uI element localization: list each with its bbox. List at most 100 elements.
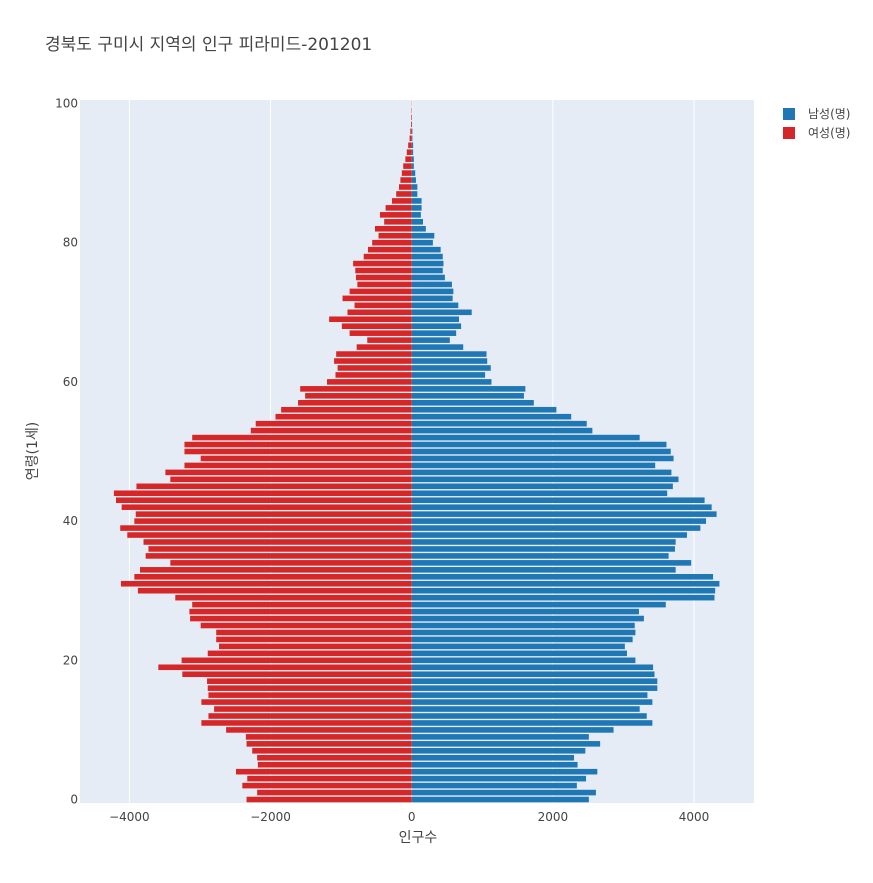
bar-male-age-69[interactable] <box>411 316 459 323</box>
bar-male-age-58[interactable] <box>411 393 524 399</box>
bar-male-age-49[interactable] <box>411 455 674 462</box>
bar-male-age-74[interactable] <box>411 281 452 288</box>
bar-male-age-16[interactable] <box>411 685 658 691</box>
bar-male-age-92[interactable] <box>411 156 414 162</box>
bar-male-age-77[interactable] <box>411 260 444 267</box>
bar-male-age-84[interactable] <box>411 212 421 218</box>
bar-male-age-70[interactable] <box>411 309 472 316</box>
bar-male-age-5[interactable] <box>411 761 578 768</box>
bar-male-age-35[interactable] <box>411 553 669 559</box>
bar-female-age-12[interactable] <box>208 713 412 719</box>
bar-female-age-68[interactable] <box>341 323 412 329</box>
bar-female-age-57[interactable] <box>298 399 412 406</box>
bar-female-age-43[interactable] <box>115 497 412 504</box>
bar-female-age-56[interactable] <box>281 406 412 413</box>
bar-female-age-77[interactable] <box>353 260 412 267</box>
bar-male-age-27[interactable] <box>411 608 639 615</box>
bar-male-age-52[interactable] <box>411 434 640 441</box>
bar-female-age-83[interactable] <box>384 219 412 225</box>
bar-female-age-48[interactable] <box>184 462 412 469</box>
bar-male-age-73[interactable] <box>411 288 454 295</box>
bar-male-age-17[interactable] <box>411 678 658 684</box>
bar-female-age-51[interactable] <box>184 441 412 448</box>
bar-female-age-38[interactable] <box>127 532 412 538</box>
bar-male-age-96[interactable] <box>411 128 413 135</box>
bar-female-age-1[interactable] <box>257 789 412 796</box>
bar-male-age-6[interactable] <box>411 754 575 761</box>
bar-female-age-28[interactable] <box>192 601 412 608</box>
bar-male-age-60[interactable] <box>411 379 492 385</box>
bar-male-age-79[interactable] <box>411 246 441 253</box>
bar-male-age-18[interactable] <box>411 671 655 678</box>
bar-female-age-2[interactable] <box>242 782 412 789</box>
bar-female-age-46[interactable] <box>170 476 412 483</box>
bar-male-age-38[interactable] <box>411 532 687 538</box>
bar-male-age-91[interactable] <box>411 163 414 169</box>
bar-male-age-13[interactable] <box>411 706 640 712</box>
bar-female-age-42[interactable] <box>121 504 412 510</box>
bar-male-age-94[interactable] <box>411 142 414 149</box>
bar-female-age-74[interactable] <box>357 281 412 288</box>
bar-female-age-75[interactable] <box>355 274 412 281</box>
bar-female-age-79[interactable] <box>367 246 412 253</box>
bar-female-age-60[interactable] <box>327 379 412 385</box>
bar-female-age-98[interactable] <box>411 114 412 121</box>
bar-female-age-3[interactable] <box>247 775 412 782</box>
bar-female-age-39[interactable] <box>120 525 412 531</box>
bar-female-age-32[interactable] <box>134 574 412 580</box>
bar-male-age-82[interactable] <box>411 225 426 232</box>
bar-female-age-35[interactable] <box>145 553 412 559</box>
bar-female-age-33[interactable] <box>139 567 412 573</box>
bar-female-age-78[interactable] <box>363 253 412 260</box>
bar-female-age-14[interactable] <box>201 699 412 705</box>
bar-female-age-10[interactable] <box>226 727 412 733</box>
bar-female-age-86[interactable] <box>391 198 412 204</box>
bar-male-age-42[interactable] <box>411 504 712 510</box>
bar-male-age-61[interactable] <box>411 372 486 378</box>
bar-female-age-73[interactable] <box>349 288 412 295</box>
bar-female-age-37[interactable] <box>143 539 412 545</box>
bar-male-age-0[interactable] <box>411 796 589 803</box>
bar-male-age-66[interactable] <box>411 337 450 343</box>
bar-female-age-49[interactable] <box>200 455 412 462</box>
bar-female-age-6[interactable] <box>257 754 412 761</box>
bar-male-age-46[interactable] <box>411 476 679 483</box>
bar-male-age-23[interactable] <box>411 636 633 643</box>
bar-male-age-19[interactable] <box>411 664 654 671</box>
bar-male-age-15[interactable] <box>411 692 648 698</box>
bar-female-age-44[interactable] <box>113 490 412 497</box>
bar-male-age-93[interactable] <box>411 149 414 155</box>
bar-male-age-57[interactable] <box>411 399 534 406</box>
bar-female-age-96[interactable] <box>410 128 412 135</box>
bar-male-age-33[interactable] <box>411 567 676 573</box>
bar-male-age-3[interactable] <box>411 775 587 782</box>
bar-male-age-47[interactable] <box>411 469 672 476</box>
bar-female-age-36[interactable] <box>148 546 412 552</box>
bar-male-age-12[interactable] <box>411 713 647 719</box>
bar-female-age-65[interactable] <box>356 344 412 350</box>
bar-male-age-75[interactable] <box>411 274 445 281</box>
bar-male-age-90[interactable] <box>411 170 416 176</box>
bar-male-age-43[interactable] <box>411 497 705 504</box>
bar-female-age-89[interactable] <box>400 177 412 183</box>
bar-female-age-20[interactable] <box>181 657 412 664</box>
bar-male-age-95[interactable] <box>411 135 413 142</box>
bar-female-age-93[interactable] <box>406 149 412 155</box>
bar-male-age-7[interactable] <box>411 748 586 754</box>
bar-male-age-54[interactable] <box>411 420 587 427</box>
bar-male-age-51[interactable] <box>411 441 667 448</box>
bar-male-age-30[interactable] <box>411 587 716 594</box>
bar-female-age-17[interactable] <box>207 678 412 684</box>
bar-female-age-19[interactable] <box>158 664 412 671</box>
bar-male-age-14[interactable] <box>411 699 653 705</box>
bar-male-age-78[interactable] <box>411 253 443 260</box>
bar-female-age-70[interactable] <box>347 309 412 316</box>
bar-female-age-23[interactable] <box>216 636 412 643</box>
bar-male-age-81[interactable] <box>411 232 435 239</box>
bar-male-age-34[interactable] <box>411 560 692 566</box>
bar-female-age-69[interactable] <box>329 316 412 323</box>
bar-female-age-85[interactable] <box>385 205 412 211</box>
bar-male-age-59[interactable] <box>411 386 526 392</box>
bar-male-age-32[interactable] <box>411 574 714 580</box>
bar-male-age-11[interactable] <box>411 720 653 726</box>
